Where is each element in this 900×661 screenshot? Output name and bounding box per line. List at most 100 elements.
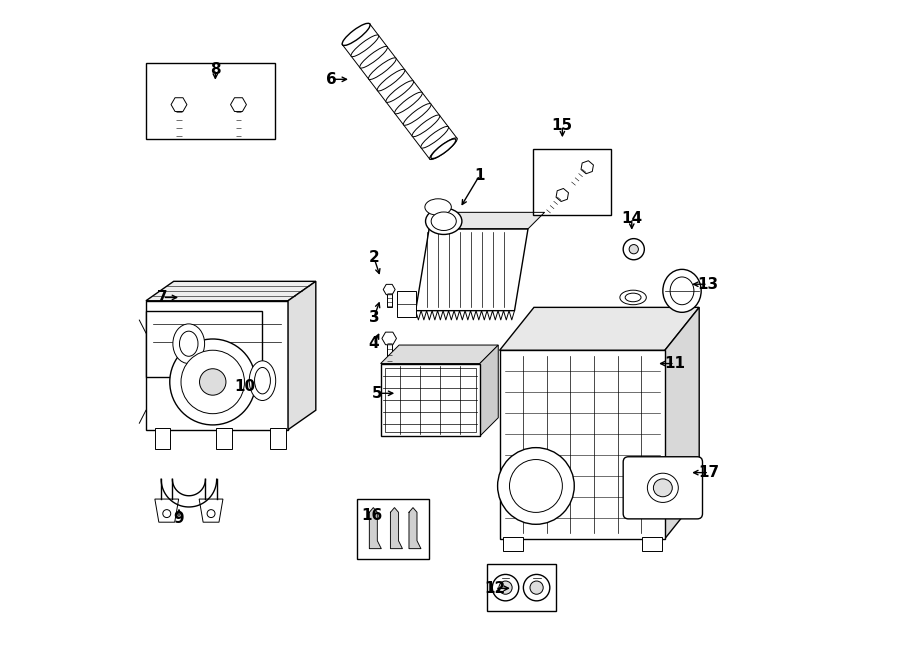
Text: 9: 9 [174,512,184,526]
Polygon shape [171,98,187,112]
PathPatch shape [579,173,582,177]
Polygon shape [369,508,382,549]
Circle shape [629,245,638,254]
Bar [236,104,241,137]
Text: 5: 5 [372,386,382,401]
Circle shape [498,447,574,524]
Ellipse shape [173,324,204,364]
Text: 11: 11 [664,356,685,371]
Polygon shape [581,161,593,174]
Ellipse shape [620,290,646,305]
Ellipse shape [670,277,694,305]
Bar [216,428,232,449]
Polygon shape [383,284,395,295]
PathPatch shape [575,178,579,181]
Bar [533,149,610,215]
Ellipse shape [377,69,405,91]
Bar [146,301,288,430]
Bar [503,537,523,551]
Text: 14: 14 [621,211,643,225]
Ellipse shape [412,115,440,137]
Polygon shape [480,345,499,436]
Ellipse shape [179,331,198,356]
Polygon shape [429,212,544,229]
Bar [397,291,416,317]
Text: 16: 16 [362,508,382,523]
Polygon shape [416,229,528,311]
Ellipse shape [255,368,270,394]
Polygon shape [556,188,569,202]
Bar [146,63,274,139]
Text: 10: 10 [235,379,256,394]
Circle shape [524,574,550,601]
Polygon shape [146,282,316,301]
Ellipse shape [653,479,672,497]
Bar [146,311,262,377]
Text: 4: 4 [369,336,379,351]
Circle shape [530,581,544,594]
Ellipse shape [626,293,641,301]
Circle shape [200,369,226,395]
Bar [176,104,182,137]
Polygon shape [409,508,421,549]
PathPatch shape [572,182,575,185]
Circle shape [509,459,562,512]
Text: 8: 8 [210,62,220,77]
Ellipse shape [425,199,451,215]
Circle shape [492,574,518,601]
Text: 6: 6 [326,72,337,87]
Polygon shape [288,282,316,430]
Text: 17: 17 [698,465,720,480]
Ellipse shape [431,139,456,159]
PathPatch shape [582,169,586,173]
PathPatch shape [554,201,558,205]
Ellipse shape [342,24,370,45]
Bar [545,193,564,214]
Ellipse shape [662,270,701,312]
Bar [155,428,170,449]
Bar [487,564,556,611]
Ellipse shape [429,138,457,159]
Ellipse shape [351,35,379,57]
Bar [571,165,590,186]
Text: 1: 1 [474,168,485,182]
Polygon shape [381,345,499,364]
PathPatch shape [557,197,562,200]
Circle shape [181,350,245,414]
Text: 12: 12 [484,581,506,596]
Text: 3: 3 [369,310,379,325]
Polygon shape [155,499,179,522]
Bar [357,499,428,559]
Polygon shape [230,98,247,112]
Ellipse shape [403,104,431,126]
Polygon shape [199,499,223,522]
Text: 13: 13 [698,277,718,292]
Ellipse shape [431,212,456,231]
Polygon shape [665,307,699,539]
Ellipse shape [386,81,414,102]
Ellipse shape [647,473,679,502]
Ellipse shape [342,23,370,46]
FancyBboxPatch shape [623,457,703,519]
Circle shape [163,510,171,518]
Circle shape [623,239,644,260]
Ellipse shape [394,92,422,114]
Circle shape [170,339,256,425]
Bar [500,350,665,539]
Ellipse shape [426,208,462,235]
Circle shape [207,510,215,518]
Bar [642,537,662,551]
PathPatch shape [550,206,554,209]
Polygon shape [500,307,699,350]
Ellipse shape [421,126,448,148]
Polygon shape [391,508,402,549]
Bar [386,338,391,362]
Ellipse shape [249,361,275,401]
Bar [384,368,476,432]
Polygon shape [382,332,397,345]
Bar [270,428,286,449]
PathPatch shape [546,210,551,213]
Bar [387,290,392,307]
Text: 7: 7 [158,290,167,305]
Ellipse shape [368,58,396,79]
